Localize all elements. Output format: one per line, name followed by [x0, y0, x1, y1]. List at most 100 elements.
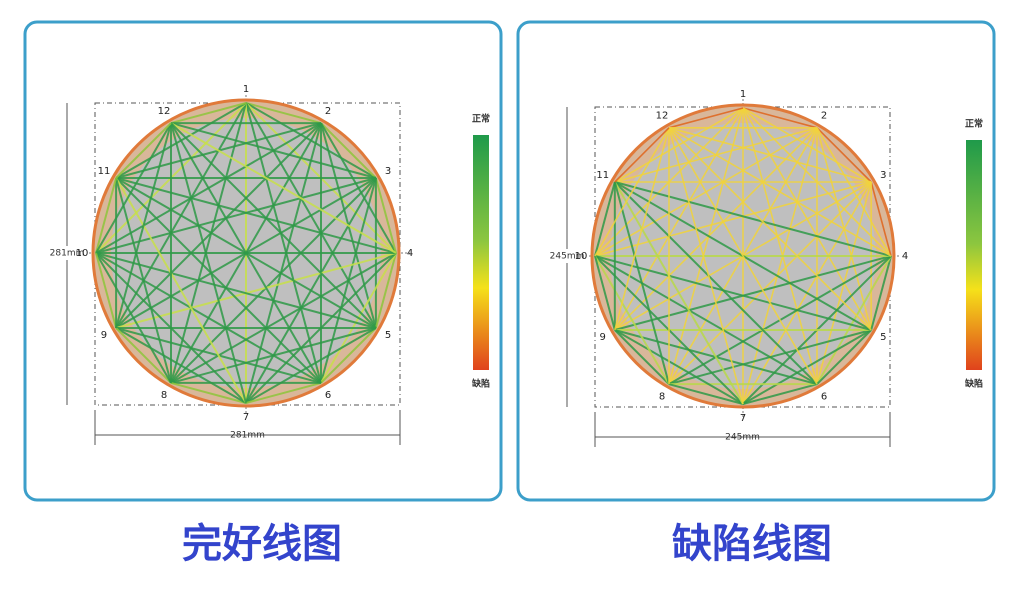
scan-line: [320, 327, 377, 384]
scan-line: [95, 252, 172, 384]
scan-line: [742, 107, 818, 385]
scan-line: [614, 329, 670, 385]
scan-line: [245, 381, 322, 404]
node-label: 8: [659, 391, 665, 402]
scan-line: [614, 181, 892, 257]
scan-line: [115, 122, 172, 329]
node-label: 10: [575, 251, 588, 262]
legend-top: 正常: [472, 113, 490, 125]
scan-line: [613, 181, 744, 405]
scan-line: [95, 252, 322, 384]
scan-line: [115, 327, 247, 404]
scan-line: [170, 102, 247, 125]
scan-line: [170, 122, 377, 329]
node-label: 12: [158, 106, 171, 117]
node-label: 11: [98, 166, 111, 177]
caption: 完好线图: [182, 521, 342, 567]
node-label: 4: [407, 248, 413, 259]
node-label: 8: [161, 390, 167, 401]
node-label: 10: [76, 248, 89, 259]
node-label: 12: [656, 111, 669, 122]
scan-line: [115, 177, 247, 404]
scan-line: [614, 255, 892, 331]
legend-top: 正常: [965, 118, 983, 130]
scan-line: [816, 329, 872, 385]
scan-line: [95, 177, 377, 254]
scan-line: [115, 252, 397, 329]
scan-line: [668, 383, 744, 405]
scan-line: [742, 383, 818, 405]
scan-line: [594, 181, 872, 257]
scan-line: [115, 177, 172, 384]
node-label: 1: [740, 89, 746, 100]
scan-line: [594, 255, 872, 331]
scan-line: [668, 107, 744, 129]
scan-line: [170, 177, 377, 384]
scan-line: [374, 177, 397, 254]
scan-line: [870, 181, 892, 257]
scan-line: [170, 102, 247, 384]
node-label: 6: [325, 390, 331, 401]
scan-line: [170, 122, 377, 179]
node-label: 11: [596, 170, 609, 181]
legend-bottom: 缺陷: [471, 378, 490, 390]
scan-line: [95, 122, 172, 254]
width-label: 281mm: [230, 431, 265, 441]
scan-line: [594, 255, 670, 385]
scan-line: [95, 252, 118, 329]
node-label: 6: [821, 391, 827, 402]
scan-line: [668, 107, 744, 385]
scan-line: [614, 127, 670, 331]
legend-bar: [966, 140, 982, 370]
scan-line: [614, 181, 818, 385]
scan-line: [668, 127, 744, 405]
node-label: 3: [880, 170, 886, 181]
scan-line: [668, 127, 892, 257]
node-label: 3: [385, 166, 391, 177]
scan-line: [816, 127, 872, 183]
scan-line: [870, 255, 892, 331]
node-label: 2: [821, 111, 827, 122]
scan-line: [115, 122, 172, 179]
caption: 缺陷线图: [672, 521, 832, 567]
scan-line: [245, 102, 322, 125]
scan-line: [115, 327, 172, 384]
scan-line: [742, 127, 818, 405]
scan-line: [170, 381, 247, 404]
scan-line: [320, 122, 377, 179]
scan-line: [668, 127, 818, 385]
node-label: 2: [325, 106, 331, 117]
scan-line: [742, 107, 818, 129]
node-label: 5: [385, 330, 391, 341]
scan-line: [614, 127, 818, 331]
scan-line: [614, 329, 744, 405]
scan-line: [170, 122, 397, 254]
height-label: 281mm: [50, 249, 85, 259]
legend-bar: [473, 135, 489, 370]
scan-line: [594, 127, 670, 257]
node-label: 5: [880, 332, 886, 343]
node-label: 1: [243, 84, 249, 95]
scan-line: [374, 252, 397, 329]
scan-line: [245, 102, 322, 384]
scan-line: [115, 177, 322, 384]
scan-line: [614, 127, 670, 183]
scan-line: [245, 122, 322, 404]
height-label: 245mm: [550, 252, 585, 262]
scan-line: [95, 177, 118, 254]
node-label: 9: [101, 330, 107, 341]
node-label: 7: [243, 412, 249, 423]
scan-line: [668, 127, 872, 331]
scan-line: [594, 255, 818, 386]
legend-bottom: 缺陷: [964, 378, 983, 390]
dim-bg: [47, 246, 87, 260]
scan-line: [115, 122, 322, 329]
node-label: 7: [740, 413, 746, 424]
scan-line: [170, 122, 322, 384]
scan-line: [170, 122, 247, 404]
node-label: 4: [902, 251, 908, 262]
scan-line: [115, 177, 397, 254]
scan-line: [95, 252, 377, 329]
scan-line: [594, 181, 616, 257]
